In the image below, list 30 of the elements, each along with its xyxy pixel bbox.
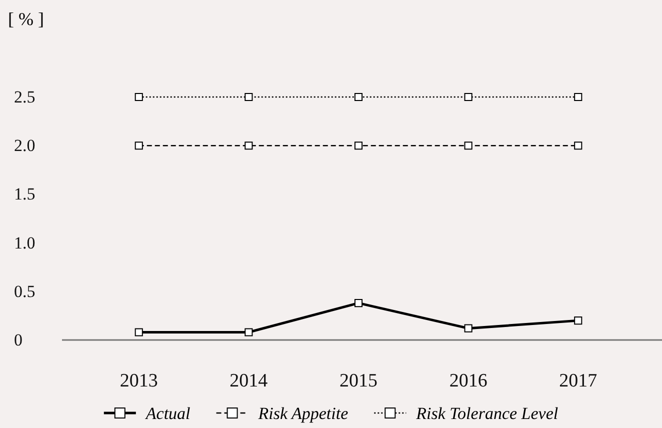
point — [464, 324, 472, 332]
legend-label: Risk Tolerance Level — [415, 404, 558, 423]
x-tick-label: 2017 — [559, 370, 598, 392]
y-tick-label: 1.0 — [14, 233, 36, 252]
y-axis-title: [ % ] — [8, 9, 44, 29]
point — [464, 92, 472, 102]
point — [354, 142, 363, 150]
y-tick-label: 0 — [14, 330, 22, 350]
point — [244, 328, 253, 336]
x-tick-label: 2013 — [120, 370, 158, 392]
x-tick-label: 2015 — [340, 370, 378, 392]
y-tick-label: 0.5 — [14, 282, 36, 301]
point — [134, 92, 143, 102]
point — [464, 142, 472, 150]
x-tick-label: 2014 — [230, 370, 268, 392]
y-tick-label: 1.5 — [14, 184, 36, 204]
x-tick-label: 2016 — [449, 370, 488, 392]
point — [574, 142, 582, 150]
point — [574, 316, 582, 325]
y-tick-label: 2.5 — [14, 87, 36, 106]
point — [354, 299, 363, 308]
point — [574, 92, 582, 102]
point — [134, 328, 143, 336]
point — [134, 142, 143, 150]
point — [244, 92, 253, 102]
point — [244, 142, 253, 150]
y-tick-label: 2.0 — [14, 136, 36, 156]
point — [354, 92, 363, 102]
legend-label: Risk Appetite — [257, 404, 349, 423]
legend-label: Actual — [144, 404, 191, 423]
